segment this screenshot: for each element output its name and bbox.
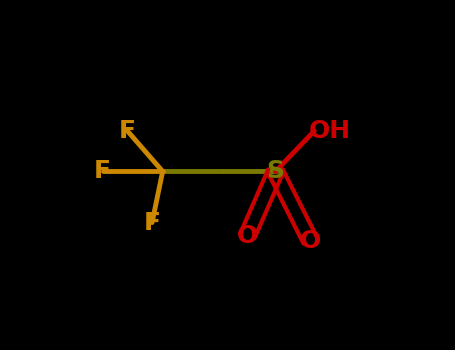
Text: OH: OH — [309, 119, 351, 143]
Text: O: O — [300, 230, 321, 253]
Text: F: F — [119, 119, 136, 143]
Text: S: S — [267, 159, 284, 183]
Text: F: F — [144, 211, 161, 234]
Text: O: O — [237, 224, 258, 248]
Text: F: F — [94, 159, 111, 183]
